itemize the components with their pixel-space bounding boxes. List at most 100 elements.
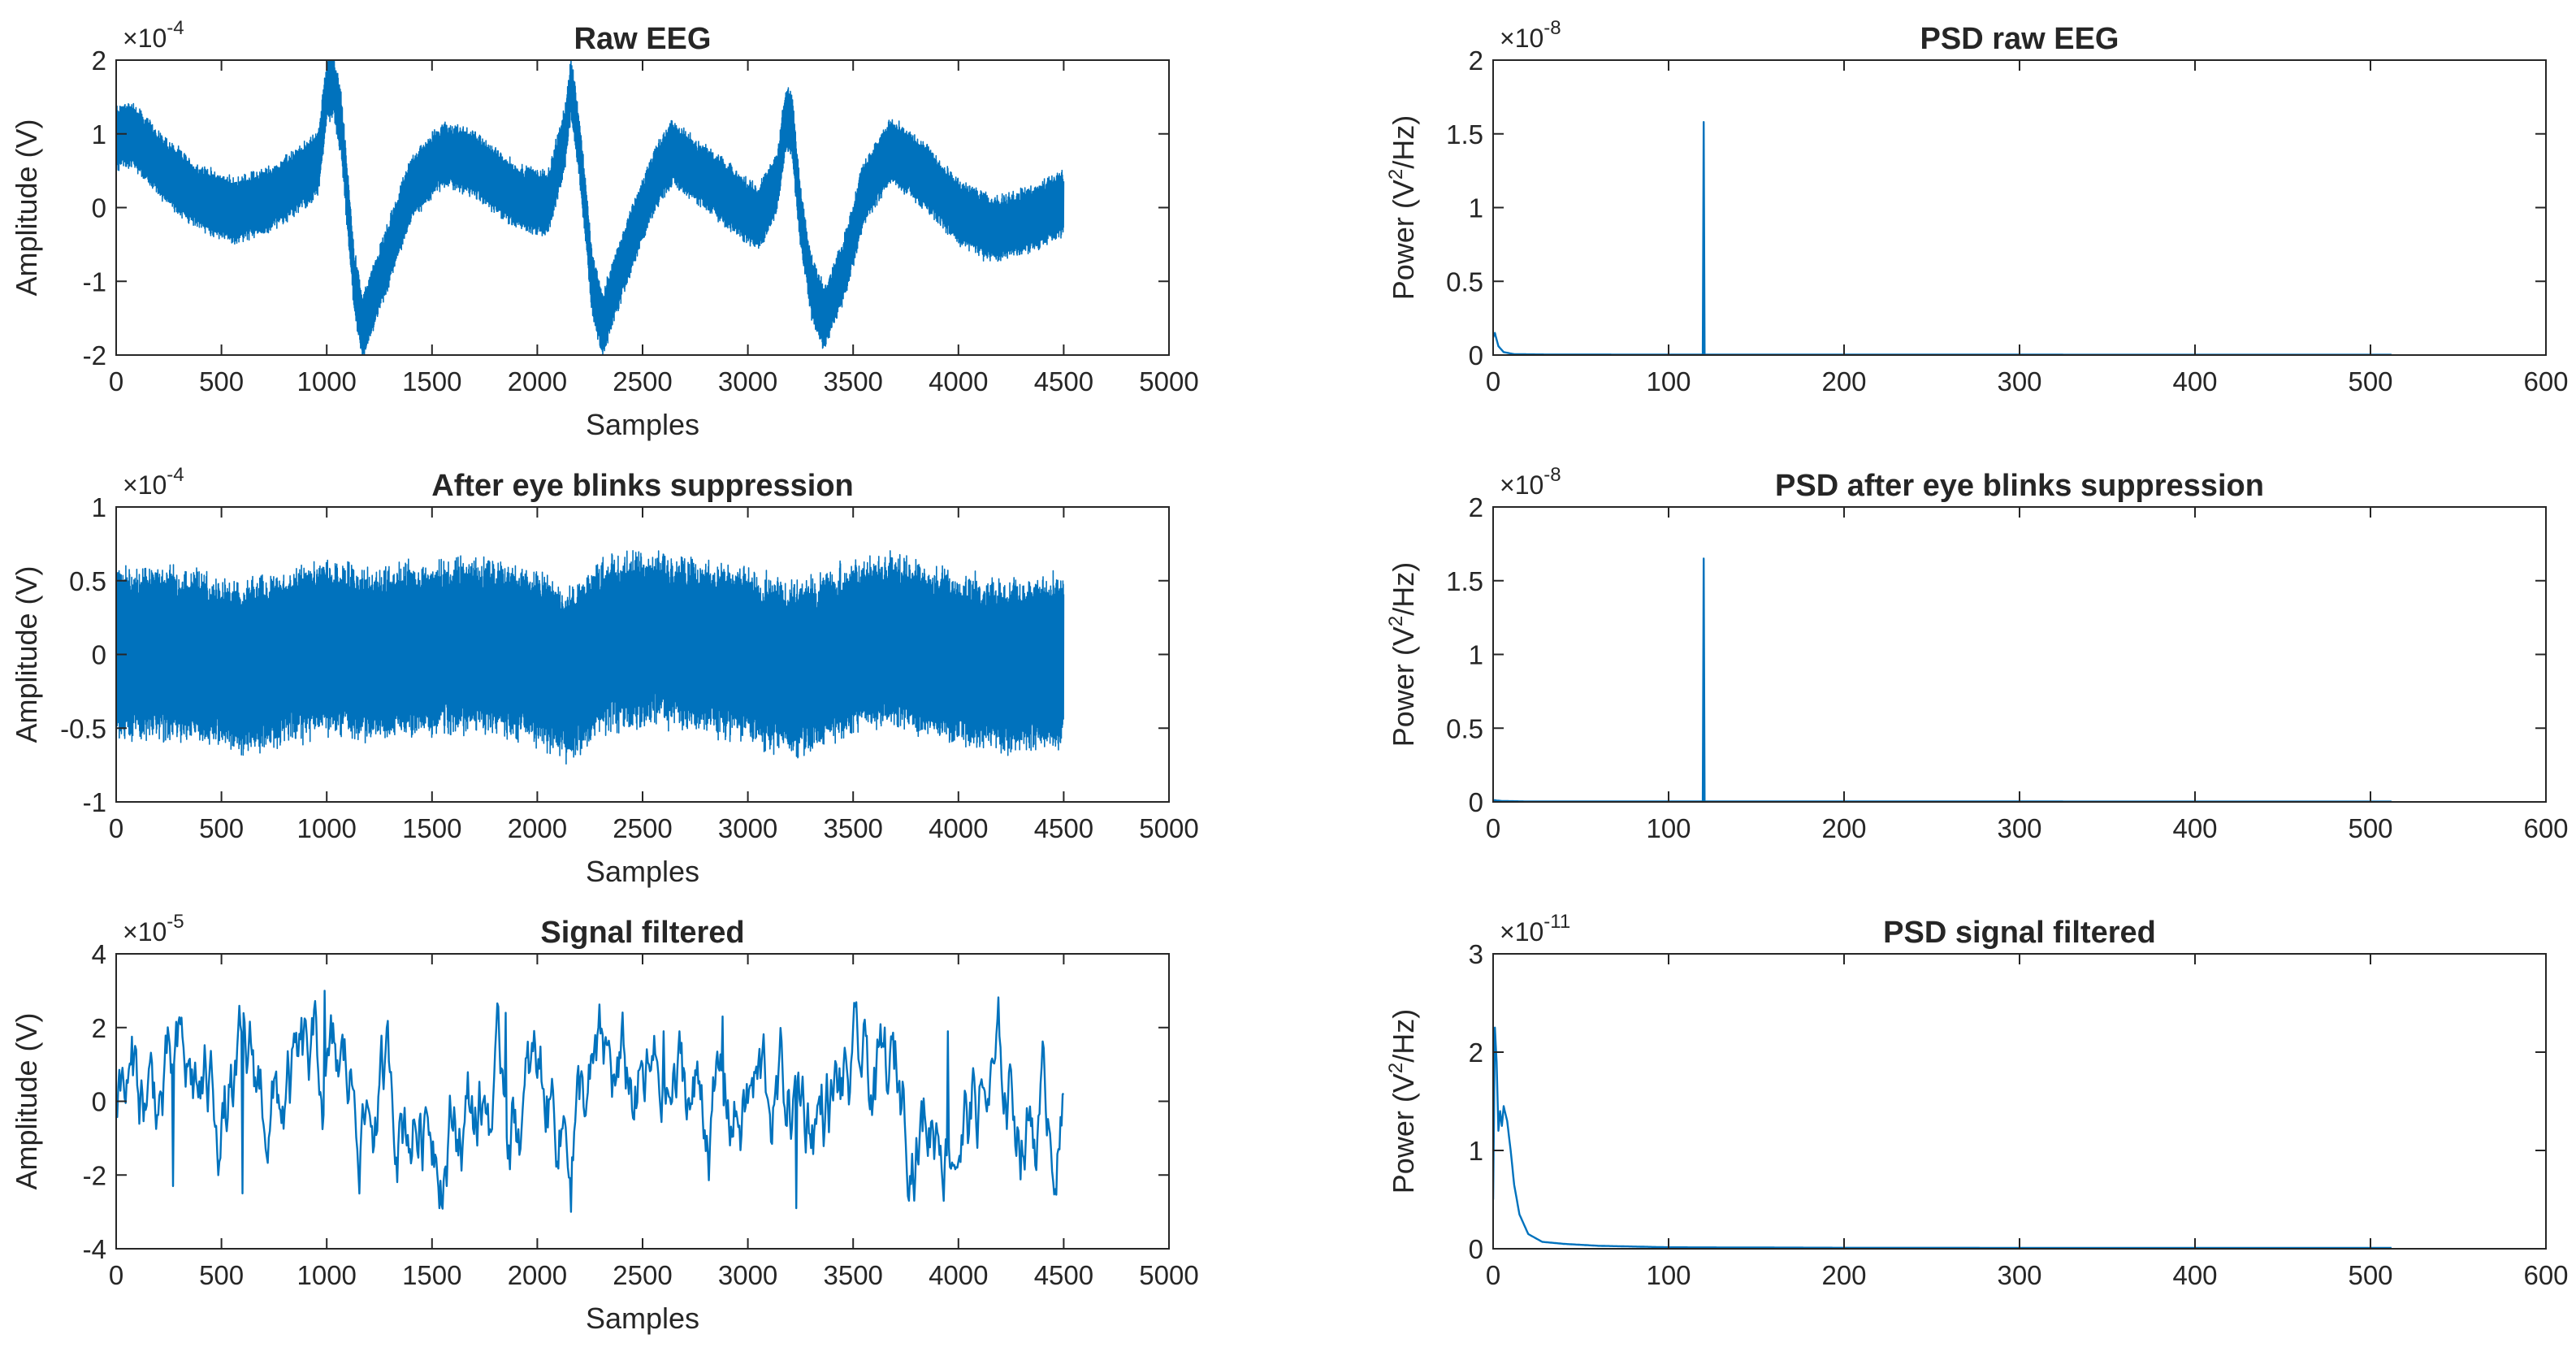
plot-area	[1493, 507, 2546, 802]
x-tick-label: 300	[1997, 1260, 2041, 1290]
x-tick-label: 3000	[718, 366, 777, 396]
x-tick-label: 500	[2348, 813, 2392, 843]
x-tick-label: 1500	[402, 1260, 461, 1290]
x-tick-label: 2000	[508, 813, 567, 843]
x-tick-label: 3000	[718, 813, 777, 843]
x-tick-label: 300	[1997, 366, 2041, 396]
y-tick-label: 2	[92, 45, 106, 76]
exponent-power: -11	[1543, 911, 1570, 933]
x-tick-label: 1500	[402, 366, 461, 396]
y-tick-label: 1	[92, 492, 106, 522]
x-axis-label: Samples	[586, 408, 699, 441]
x-tick-label: 600	[2523, 813, 2568, 843]
x-axis-label: Samples	[586, 855, 699, 888]
x-tick-label: 0	[109, 366, 123, 396]
x-tick-label: 200	[1821, 366, 1866, 396]
x-tick-label: 100	[1646, 1260, 1691, 1290]
x-tick-label: 400	[2172, 813, 2217, 843]
x-tick-label: 3000	[718, 1260, 777, 1290]
exponent-label: ×10-8	[1500, 17, 1561, 53]
chart-title: PSD raw EEG	[1920, 22, 2119, 56]
x-tick-label: 1000	[297, 1260, 356, 1290]
x-tick-label: 400	[2172, 366, 2217, 396]
x-tick-label: 4000	[929, 1260, 988, 1290]
x-tick-label: 0	[1486, 366, 1500, 396]
subplot-after-blink: 0 500 1000 1500 2000 2500 3000 3500 4000 4500 5000…	[10, 464, 1199, 888]
y-tick-label: -0.5	[60, 713, 106, 743]
subplot-raw-eeg: 0 500 1000 1500 2000 2500 3000 3500 4000 4500 5000…	[10, 17, 1199, 441]
y-tick-label: 2	[1469, 1038, 1483, 1068]
plot-area	[1493, 954, 2546, 1249]
x-tick-label: 4000	[929, 813, 988, 843]
y-tick-label: -2	[83, 340, 106, 370]
x-tick-label: 200	[1821, 1260, 1866, 1290]
x-tick-label: 600	[2523, 366, 2568, 396]
y-tick-label: 0.5	[1446, 266, 1483, 297]
y-tick-label: 1	[1469, 193, 1483, 223]
plot-area	[116, 954, 1169, 1249]
x-tick-label: 500	[2348, 366, 2392, 396]
x-tick-label: 0	[109, 1260, 123, 1290]
x-tick-label: 4500	[1034, 813, 1093, 843]
series-line	[116, 60, 1065, 355]
x-tick-label: 2000	[508, 366, 567, 396]
x-tick-label: 0	[1486, 1260, 1500, 1290]
y-tick-label: 2	[1469, 45, 1483, 76]
y-axis-label: Amplitude (V)	[10, 565, 43, 743]
y-tick-label: 0.5	[69, 566, 106, 596]
x-axis-label: Samples	[586, 1302, 699, 1335]
y-tick-label: 0	[1469, 340, 1483, 370]
chart-title: After eye blinks suppression	[431, 469, 854, 503]
chart-title: PSD signal filtered	[1883, 916, 2156, 950]
exponent-label: ×10-5	[123, 911, 184, 947]
x-tick-label: 1500	[402, 813, 461, 843]
y-tick-label: 1	[92, 119, 106, 149]
x-tick-label: 200	[1821, 813, 1866, 843]
y-axis-label: Power (V2/Hz)	[1385, 115, 1420, 300]
y-tick-label: -2	[83, 1160, 106, 1190]
y-tick-label: 0	[1469, 1234, 1483, 1264]
x-tick-label: 5000	[1139, 1260, 1198, 1290]
y-axis-label: Power (V2/Hz)	[1385, 562, 1420, 747]
x-tick-label: 500	[199, 366, 244, 396]
chart-title: Raw EEG	[574, 22, 712, 56]
y-tick-label: 1	[1469, 640, 1483, 670]
x-tick-label: 4000	[929, 366, 988, 396]
y-tick-label: 0	[1469, 787, 1483, 817]
subplot-psd-filtered: 0 100 200 300 400 500 600 0 1 2 3 ×10-11 PSD signal …	[1385, 911, 2569, 1290]
exponent-label: ×10-8	[1500, 464, 1561, 500]
subplot-psd-raw: 0 100 200 300 400 500 600 0 0.5 1 1.5 2 ×10-8 PSD raw…	[1385, 17, 2569, 396]
exponent-power: -4	[167, 17, 184, 39]
x-tick-label: 0	[109, 813, 123, 843]
y-tick-label: 3	[1469, 939, 1483, 969]
exponent-power: -8	[1543, 17, 1561, 39]
y-axis-label: Power (V2/Hz)	[1385, 1009, 1420, 1194]
series-line	[116, 990, 1065, 1213]
subplot-psd-after-blink: 0 100 200 300 400 500 600 0 0.5 1 1.5 2 ×10-8 PSD aft…	[1385, 464, 2569, 843]
y-tick-label: 0	[92, 640, 106, 670]
exponent-label: ×10-4	[123, 17, 184, 53]
plot-area	[1493, 60, 2546, 355]
y-tick-label: -4	[83, 1234, 106, 1264]
y-tick-label: 1	[1469, 1136, 1483, 1166]
x-tick-label: 5000	[1139, 366, 1198, 396]
y-tick-label: 0	[92, 193, 106, 223]
y-tick-label: 1.5	[1446, 119, 1483, 149]
x-tick-label: 400	[2172, 1260, 2217, 1290]
x-tick-label: 1000	[297, 366, 356, 396]
x-tick-label: 0	[1486, 813, 1500, 843]
x-tick-label: 4500	[1034, 366, 1093, 396]
y-tick-label: -1	[83, 266, 106, 297]
x-tick-label: 2500	[613, 366, 672, 396]
series-line	[116, 550, 1065, 765]
subplot-filtered: 0 500 1000 1500 2000 2500 3000 3500 4000 4500 5000…	[10, 911, 1199, 1335]
y-tick-label: 1.5	[1446, 566, 1483, 596]
x-tick-label: 100	[1646, 366, 1691, 396]
y-tick-label: 2	[92, 1013, 106, 1043]
x-tick-label: 100	[1646, 813, 1691, 843]
x-tick-label: 2500	[613, 1260, 672, 1290]
y-tick-label: 4	[92, 939, 106, 969]
x-tick-label: 5000	[1139, 813, 1198, 843]
x-tick-label: 500	[199, 1260, 244, 1290]
x-tick-label: 3500	[823, 366, 882, 396]
